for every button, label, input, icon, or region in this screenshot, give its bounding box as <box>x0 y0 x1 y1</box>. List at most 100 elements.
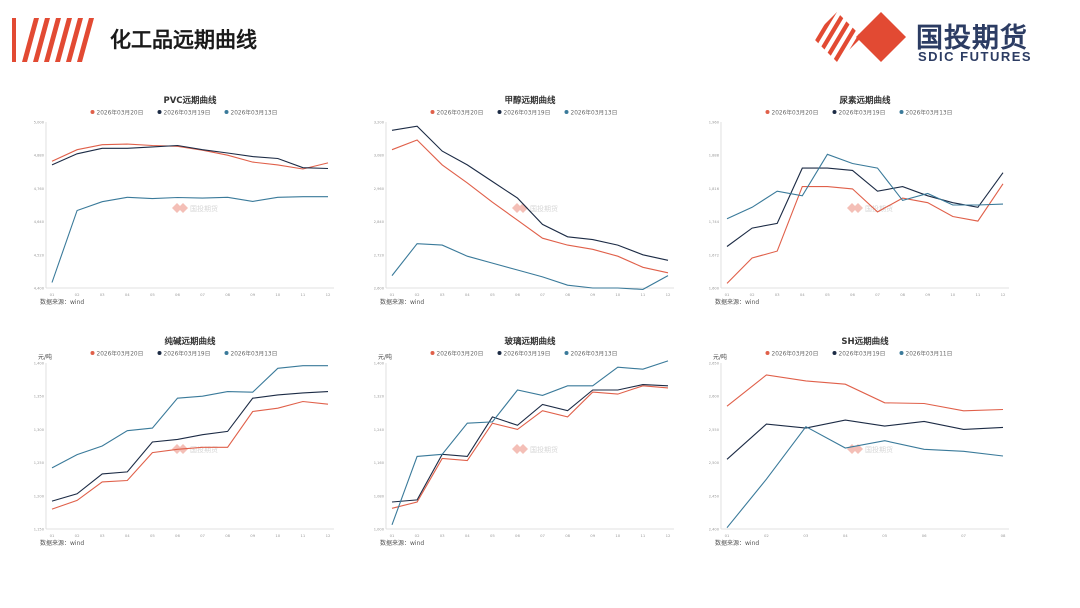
legend-label: 2026年03月19日 <box>164 350 211 358</box>
legend-label: 2026年03月20日 <box>437 109 484 117</box>
watermark-logo-icon <box>853 203 863 213</box>
legend-marker <box>899 110 904 114</box>
watermark-logo-icon <box>512 203 522 213</box>
y-tick-label: 2,550 <box>709 428 720 432</box>
x-tick-label: 09 <box>250 533 255 538</box>
y-tick-label: 2,400 <box>709 528 720 532</box>
y-tick-label: 1,400 <box>34 362 45 366</box>
legend-label: 2026年03月20日 <box>97 350 144 358</box>
y-tick-label: 4,400 <box>34 287 45 291</box>
series-line-2 <box>51 144 329 170</box>
series-line-3 <box>726 425 1004 529</box>
chart-legend: 2026年03月20日 2026年03月19日 2026年03月13日 <box>430 109 617 117</box>
x-tick-label: 02 <box>75 533 80 538</box>
y-tick-label: 4,760 <box>34 187 45 191</box>
legend-label: 2026年03月19日 <box>504 350 551 358</box>
x-tick-label: 03 <box>100 292 105 297</box>
x-tick-label: 12 <box>666 533 671 538</box>
x-tick-label: 02 <box>415 533 420 538</box>
y-tick-label: 1,160 <box>374 461 385 465</box>
y-axis-unit-label: 元/吨 <box>378 353 392 361</box>
y-axis-unit-label: 元/吨 <box>38 353 52 361</box>
legend-label: 2026年03月20日 <box>437 350 484 358</box>
series-line-2 <box>391 125 669 261</box>
x-tick-label: 11 <box>640 292 645 297</box>
legend-label: 2026年03月13日 <box>571 350 618 358</box>
x-tick-label: 01 <box>390 292 395 297</box>
y-tick-label: 1,300 <box>34 428 45 432</box>
series-line-3 <box>391 360 669 525</box>
chart-panel-urea: 尿素远期曲线 2026年03月20日 2026年03月19日 2026年03月13日 1… <box>705 92 1025 312</box>
y-tick-label: 2,500 <box>709 461 720 465</box>
watermark-logo-icon <box>518 444 528 454</box>
legend-label: 2026年03月19日 <box>504 109 551 117</box>
legend-marker <box>497 110 502 114</box>
x-tick-label: 01 <box>390 533 395 538</box>
chart-sh: SH远期曲线 2026年03月20日 2026年03月19日 2026年03月11日 元… <box>709 336 1009 547</box>
y-tick-label: 1,960 <box>709 121 720 125</box>
watermark-text: 国投期货 <box>190 204 218 213</box>
chart-legend: 2026年03月20日 2026年03月19日 2026年03月13日 <box>765 109 953 117</box>
source-note: 数据来源：wind <box>715 539 759 547</box>
y-tick-label: 2,840 <box>374 220 385 224</box>
x-tick-label: 08 <box>565 533 570 538</box>
chart-panel-pvc: PVC远期曲线 2026年03月20日 2026年03月19日 2026年03月13日… <box>30 92 350 312</box>
watermark-text: 国投期货 <box>865 445 893 454</box>
x-tick-label: 04 <box>125 292 130 297</box>
x-tick-label: 07 <box>540 292 545 297</box>
chart-legend: 2026年03月20日 2026年03月19日 2026年03月11日 <box>765 350 952 358</box>
series-line-2 <box>726 167 1004 247</box>
series-line-2 <box>391 384 669 503</box>
y-tick-label: 1,320 <box>374 395 385 399</box>
y-tick-label: 2,720 <box>374 253 385 257</box>
y-tick-label: 2,600 <box>709 395 720 399</box>
y-tick-label: 4,880 <box>34 154 45 158</box>
x-tick-label: 07 <box>961 533 966 538</box>
x-tick-label: 02 <box>415 292 420 297</box>
x-tick-label: 04 <box>465 533 470 538</box>
series-line-2 <box>51 391 329 502</box>
x-tick-label: 10 <box>950 292 955 297</box>
series-line-1 <box>726 183 1004 284</box>
watermark-logo-icon <box>847 203 857 213</box>
x-tick-label: 07 <box>200 533 205 538</box>
x-tick-label: 09 <box>590 292 595 297</box>
y-tick-label: 1,400 <box>374 362 385 366</box>
watermark-logo-icon <box>518 203 528 213</box>
chart-title: 尿素远期曲线 <box>839 95 891 106</box>
legend-marker <box>899 351 904 355</box>
x-tick-label: 11 <box>975 292 980 297</box>
legend-marker <box>564 110 569 114</box>
chart-soda-ash: 纯碱远期曲线 2026年03月20日 2026年03月19日 2026年03月13日 元… <box>34 336 334 547</box>
chart-title: PVC远期曲线 <box>163 95 217 106</box>
y-tick-label: 1,080 <box>374 494 385 498</box>
x-tick-label: 06 <box>850 292 855 297</box>
x-tick-label: 02 <box>750 292 755 297</box>
series-line-1 <box>51 143 329 170</box>
y-tick-label: 1,150 <box>34 528 45 532</box>
x-tick-label: 12 <box>326 292 331 297</box>
x-tick-label: 04 <box>125 533 130 538</box>
x-tick-label: 05 <box>150 533 155 538</box>
x-tick-label: 05 <box>490 533 495 538</box>
legend-label: 2026年03月13日 <box>231 109 278 117</box>
y-tick-label: 1,816 <box>709 187 720 191</box>
watermark: 国投期货 <box>847 203 893 213</box>
legend-label: 2026年03月13日 <box>906 109 953 117</box>
chart-panel-methanol: 甲醇远期曲线 2026年03月20日 2026年03月19日 2026年03月13日 2… <box>370 92 690 312</box>
y-tick-label: 1,888 <box>709 154 720 158</box>
x-tick-label: 03 <box>440 292 445 297</box>
x-tick-label: 11 <box>640 533 645 538</box>
source-note: 数据来源：wind <box>40 539 84 547</box>
x-tick-label: 08 <box>225 292 230 297</box>
watermark: 国投期货 <box>512 444 558 454</box>
series-line-1 <box>391 139 669 274</box>
legend-marker <box>497 351 502 355</box>
legend-marker <box>90 351 95 355</box>
chart-panel-sh: SH远期曲线 2026年03月20日 2026年03月19日 2026年03月11日 元… <box>705 333 1025 553</box>
watermark-text: 国投期货 <box>865 204 893 213</box>
x-tick-label: 05 <box>882 533 887 538</box>
series-line-3 <box>51 365 328 469</box>
y-tick-label: 1,250 <box>34 461 45 465</box>
chart-title: SH远期曲线 <box>841 336 889 347</box>
